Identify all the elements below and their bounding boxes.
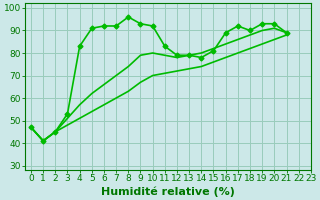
X-axis label: Humidité relative (%): Humidité relative (%)	[101, 186, 235, 197]
